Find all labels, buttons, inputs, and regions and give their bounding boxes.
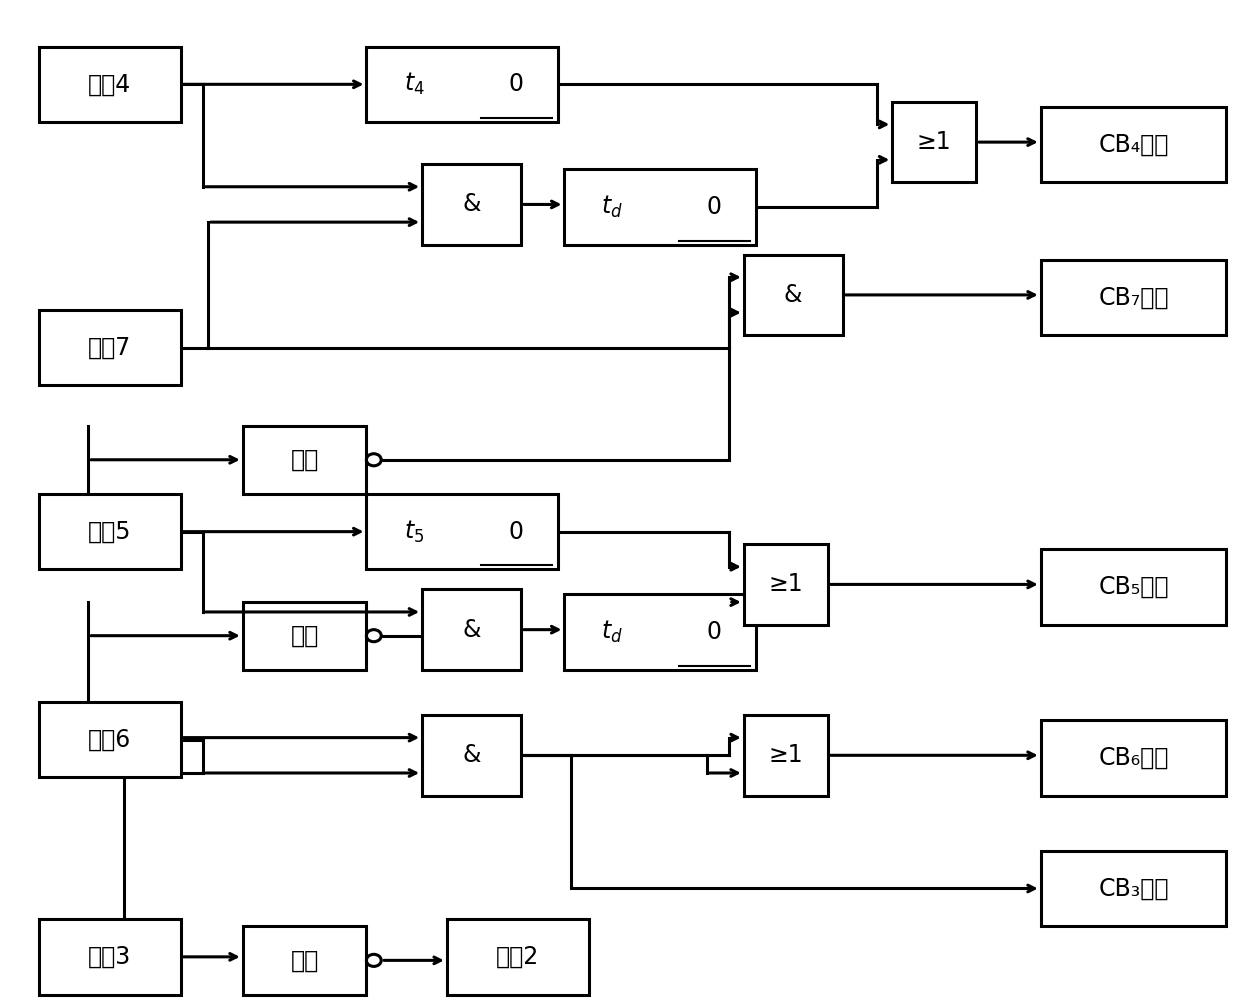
Bar: [243, 926, 366, 995]
Text: 闭锁: 闭锁: [290, 624, 319, 648]
Text: CB₄跳闸: CB₄跳闸: [1099, 133, 1168, 156]
Text: 闭锁: 闭锁: [290, 448, 319, 472]
Bar: [744, 544, 828, 625]
Bar: [38, 46, 181, 122]
Text: 保扤6: 保扤6: [88, 728, 131, 752]
Bar: [1040, 260, 1226, 335]
Text: $t_{4}$: $t_{4}$: [404, 72, 425, 98]
Bar: [1040, 720, 1226, 795]
Bar: [1040, 851, 1226, 926]
Bar: [38, 702, 181, 777]
Text: 保扤2: 保扤2: [496, 944, 539, 969]
Bar: [366, 46, 558, 122]
Text: CB₆跳闸: CB₆跳闸: [1099, 746, 1168, 770]
Text: $t_{d}$: $t_{d}$: [601, 194, 624, 220]
Bar: [243, 425, 366, 494]
Text: ≥1: ≥1: [769, 743, 804, 767]
Bar: [744, 715, 828, 795]
Bar: [422, 715, 521, 795]
Bar: [744, 255, 843, 335]
Bar: [446, 919, 589, 995]
Text: 保扤3: 保扤3: [88, 944, 131, 969]
Text: 闭锁: 闭锁: [290, 949, 319, 973]
Bar: [243, 602, 366, 670]
Text: 0: 0: [707, 620, 722, 644]
Text: 0: 0: [707, 195, 722, 219]
Text: 保扤4: 保扤4: [88, 73, 131, 97]
Bar: [564, 595, 756, 670]
Text: 保扤5: 保扤5: [88, 520, 131, 543]
Bar: [893, 102, 976, 182]
Bar: [38, 310, 181, 385]
Text: 0: 0: [508, 520, 523, 543]
Text: ≥1: ≥1: [916, 130, 951, 154]
Bar: [38, 494, 181, 570]
Bar: [1040, 549, 1226, 625]
Text: &: &: [463, 618, 481, 642]
Text: 0: 0: [508, 73, 523, 97]
Text: &: &: [463, 193, 481, 217]
Text: CB₅跳闸: CB₅跳闸: [1099, 575, 1168, 599]
Bar: [422, 164, 521, 245]
Bar: [1040, 107, 1226, 182]
Text: CB₃跳闸: CB₃跳闸: [1099, 877, 1168, 900]
Text: CB₇跳闸: CB₇跳闸: [1099, 285, 1168, 309]
Text: ≥1: ≥1: [769, 573, 804, 597]
Text: 保扤7: 保扤7: [88, 336, 131, 360]
Bar: [366, 494, 558, 570]
Text: $t_{5}$: $t_{5}$: [404, 518, 424, 544]
Bar: [38, 919, 181, 995]
Text: $t_{d}$: $t_{d}$: [601, 619, 624, 645]
Text: &: &: [463, 743, 481, 767]
Bar: [422, 590, 521, 670]
Bar: [564, 169, 756, 245]
Text: &: &: [784, 283, 802, 306]
